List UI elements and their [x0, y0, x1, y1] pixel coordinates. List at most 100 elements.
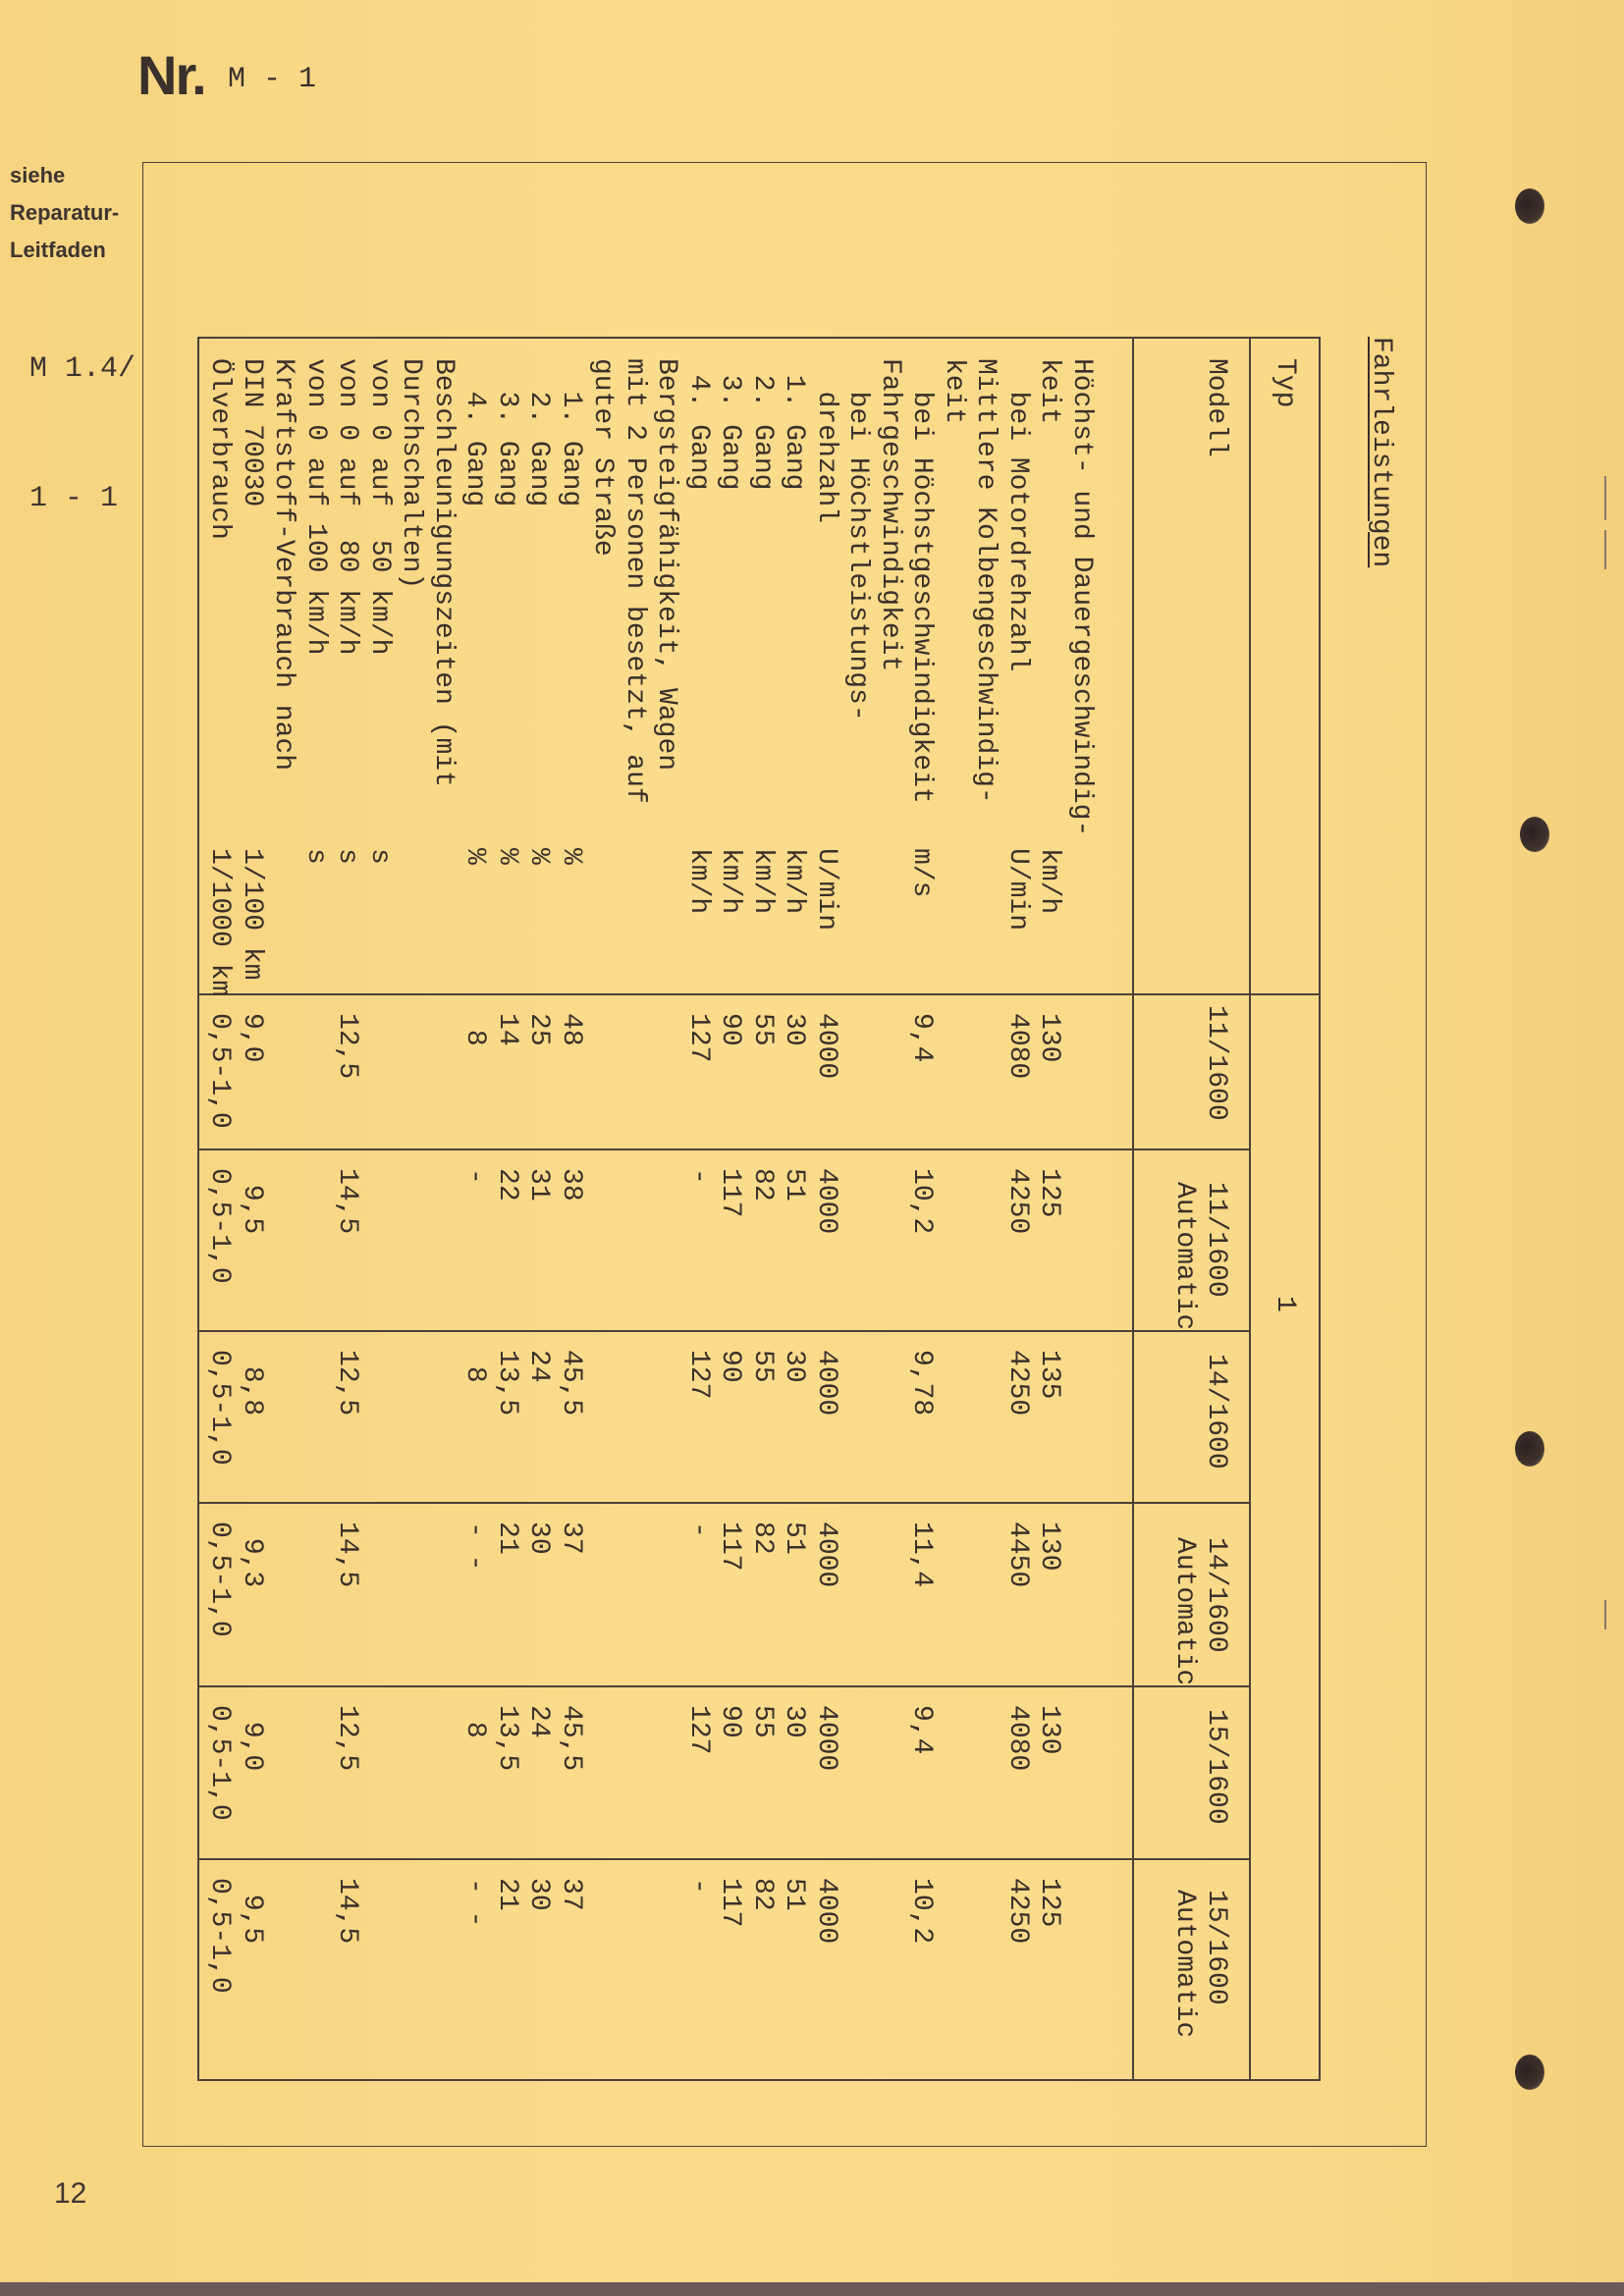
- cell-value: [938, 1168, 970, 1330]
- content-frame: [142, 162, 1427, 2147]
- row-label: 4. Gang: [683, 358, 714, 491]
- side-note: siehe Reparatur- Leitfaden: [10, 157, 119, 269]
- cell-value: 4080: [1002, 1705, 1033, 1772]
- cell-value: 9,5: [237, 1168, 267, 1235]
- cell-value: [874, 1013, 906, 1148]
- row-label: 1. Gang: [779, 358, 810, 491]
- cell-value: [969, 1350, 1001, 1502]
- cell-value: [619, 1350, 651, 1502]
- cell-value: [969, 1168, 1001, 1330]
- row-unit: s: [332, 848, 363, 865]
- cell-value: [938, 1705, 970, 1858]
- edge-mark: [1604, 1600, 1606, 1629]
- cell-value: 51: [779, 1522, 810, 1555]
- row-label: Durchschalten): [396, 358, 427, 590]
- typ-label: Typ: [1250, 338, 1320, 995]
- cell-value: 8: [460, 1705, 491, 1738]
- cell-value: 127: [683, 1013, 714, 1063]
- row-unit: U/min: [1002, 848, 1033, 932]
- cell-value: -: [683, 1522, 714, 1538]
- section-title: Fahrleistungen: [1347, 337, 1396, 2084]
- value-column: 125 4250 10,2 4000 51 82 117- 37 30 21- - 14,5 9,5…: [198, 1859, 1133, 2080]
- cell-value: 9,3: [237, 1522, 267, 1588]
- cell-value: 30: [523, 1878, 555, 1911]
- cell-value: 4000: [811, 1522, 841, 1588]
- row-unit: %: [556, 848, 586, 865]
- cell-value: 130: [1034, 1013, 1065, 1063]
- edge-mark: [1604, 530, 1606, 569]
- row-unit: %: [460, 848, 491, 865]
- row-label: Beschleunigungszeiten (mit: [428, 358, 459, 787]
- cell-value: [841, 1878, 874, 2079]
- cell-value: [874, 1705, 906, 1858]
- cell-value: [267, 1350, 299, 1502]
- cell-value: [427, 1522, 460, 1685]
- cell-value: [874, 1350, 906, 1502]
- cell-value: [619, 1013, 651, 1148]
- cell-value: [395, 1522, 427, 1685]
- row-unit: [969, 848, 1001, 993]
- cell-value: [841, 1350, 874, 1502]
- row-unit: km/h: [747, 848, 778, 915]
- side-note-line: Leitfaden: [10, 238, 106, 262]
- cell-value: [299, 1350, 332, 1502]
- row-unit: km/h: [1034, 848, 1065, 915]
- row-unit: [938, 848, 970, 993]
- cell-value: [586, 1522, 619, 1685]
- cell-value: 8: [460, 1350, 491, 1383]
- unit-column: km/h U/min m/s U/min km/h km/h km/h km/h%%%% s s s…: [198, 848, 1133, 996]
- cell-value: [619, 1878, 651, 2079]
- model-name-line: 14/1600: [1201, 1354, 1231, 1469]
- row-unit: %: [523, 848, 555, 865]
- cell-value: [650, 1522, 682, 1685]
- cell-value: 21: [492, 1522, 522, 1555]
- cell-value: [650, 1878, 682, 2079]
- row-label: Kraftstoff-Verbrauch nach: [268, 358, 299, 772]
- value-column: 130 4080 9,4 4000 30 55 90 127 45,5 24 13,5 8 12,5 …: [198, 1686, 1133, 1860]
- cell-value: [650, 1168, 682, 1330]
- cell-value: [267, 1013, 299, 1148]
- row-unit: [395, 848, 427, 993]
- row-label: drehzahl: [811, 358, 841, 524]
- row-label: bei Höchstgeschwindigkeit: [906, 358, 938, 804]
- cell-value: [650, 1013, 682, 1148]
- cell-value: [427, 1013, 460, 1148]
- cell-value: [586, 1878, 619, 2079]
- cell-value: 125: [1034, 1878, 1065, 1928]
- model-name-line: Automatic: [1169, 1182, 1200, 1331]
- cell-value: [619, 1522, 651, 1685]
- cell-value: 14: [492, 1013, 522, 1046]
- cell-value: [969, 1878, 1001, 2079]
- cell-value: [427, 1878, 460, 2079]
- cell-value: [619, 1705, 651, 1858]
- cell-value: [1065, 1878, 1098, 2079]
- cell-value: 38: [556, 1168, 586, 1201]
- row-unit: s: [300, 848, 331, 865]
- cell-value: [395, 1013, 427, 1148]
- row-label: 2. Gang: [523, 358, 555, 507]
- row-label: von 0 auf 80 km/h: [332, 358, 363, 656]
- row-unit: %: [492, 848, 522, 865]
- cell-value: [1065, 1522, 1098, 1685]
- cell-value: 9,0: [237, 1013, 267, 1063]
- side-reference: M 1.4/ 1 - 1: [29, 261, 135, 563]
- cell-value: [841, 1013, 874, 1148]
- cell-value: [363, 1705, 396, 1858]
- cell-value: 55: [747, 1350, 778, 1383]
- model-name-line: 11/1600: [1201, 1005, 1231, 1121]
- typ-row: Typ 1: [1250, 338, 1320, 2081]
- row-unit: [841, 848, 874, 993]
- cell-value: 130: [1034, 1522, 1065, 1572]
- cell-value: [938, 1013, 970, 1148]
- cell-value: [1065, 1350, 1098, 1502]
- row-label: Mittlere Kolbengeschwindig-: [970, 358, 1001, 804]
- cell-value: [427, 1705, 460, 1858]
- model-name-line: Automatic: [1169, 1537, 1200, 1686]
- cell-value: 4000: [811, 1705, 841, 1772]
- section-title-text: Fahrleistungen: [1366, 337, 1396, 568]
- cell-value: [619, 1168, 651, 1330]
- cell-value: [1065, 1705, 1098, 1858]
- cell-value: 8: [460, 1013, 491, 1046]
- cell-value: [427, 1168, 460, 1330]
